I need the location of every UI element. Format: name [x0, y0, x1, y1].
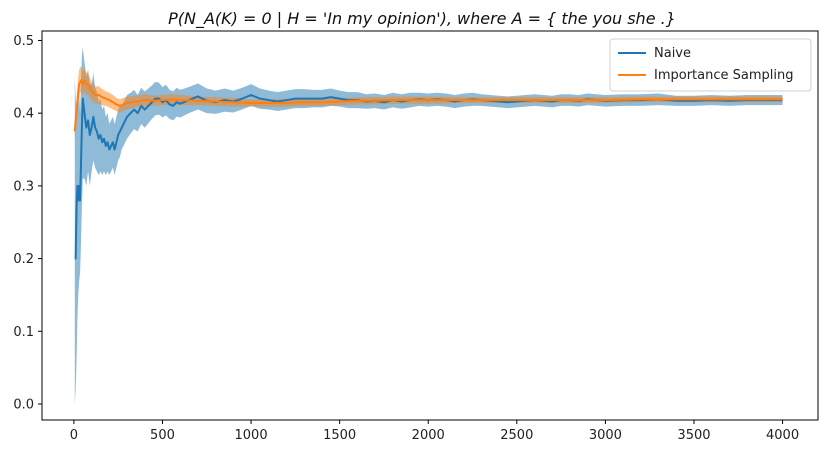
x-tick-label: 1500 — [323, 428, 356, 443]
legend-label-naive: Naive — [654, 46, 691, 61]
y-tick-label: 0.0 — [13, 398, 34, 413]
confidence-bands — [74, 47, 783, 404]
y-tick-label: 0.1 — [13, 325, 34, 340]
y-tick-label: 0.5 — [13, 34, 34, 49]
legend: Naive Importance Sampling — [609, 38, 812, 92]
plot-frame — [41, 30, 819, 421]
series-lines — [73, 79, 783, 260]
x-tick-label: 3500 — [677, 428, 710, 443]
y-tick-label: 0.3 — [13, 179, 34, 194]
chart-title: P(N_A(K) = 0 | H = 'In my opinion'), whe… — [168, 9, 676, 29]
x-tick-label: 1000 — [235, 428, 268, 443]
y-tick-label: 0.2 — [13, 252, 34, 267]
legend-box — [609, 38, 812, 92]
x-tick-label: 500 — [150, 428, 175, 443]
x-tick-label: 2000 — [412, 428, 445, 443]
y-tick-label: 0.4 — [13, 107, 34, 122]
x-tick-label: 4000 — [766, 428, 799, 443]
x-tick-label: 0 — [70, 428, 78, 443]
x-axis: 0 500 1000 1500 2000 2500 3000 3500 4000 — [70, 420, 799, 443]
y-axis: 0.0 0.1 0.2 0.3 0.4 0.5 — [13, 34, 42, 413]
x-tick-label: 3000 — [589, 428, 622, 443]
band-importance-sampling — [74, 65, 783, 143]
line-importance-sampling — [73, 79, 783, 132]
x-tick-label: 2500 — [500, 428, 533, 443]
legend-label-importance-sampling: Importance Sampling — [654, 68, 793, 83]
